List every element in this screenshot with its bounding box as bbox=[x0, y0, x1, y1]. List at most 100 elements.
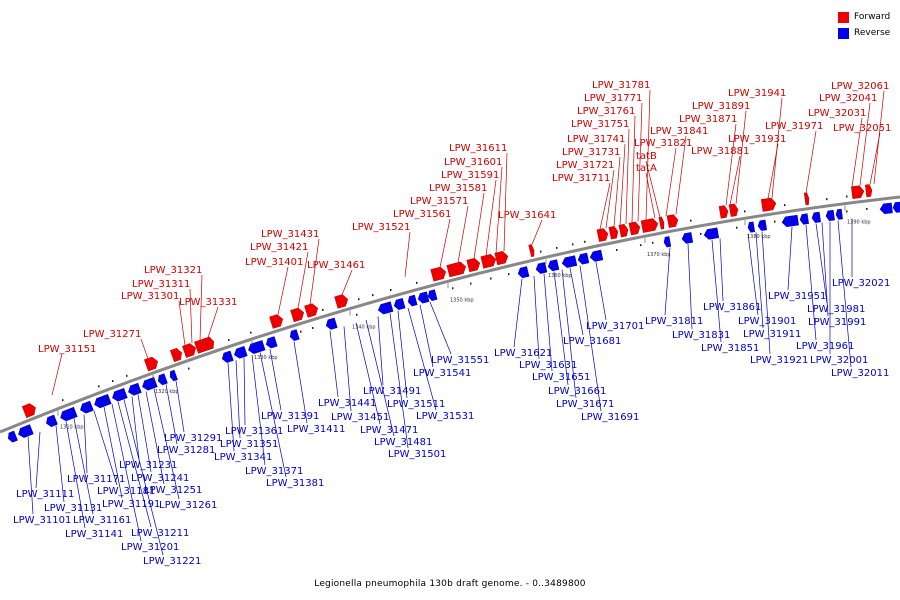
reverse-gene-label[interactable]: LPW_31901 bbox=[738, 316, 796, 327]
reverse-gene-label[interactable]: LPW_31371 bbox=[245, 466, 303, 477]
forward-gene-label[interactable]: LPW_31941 bbox=[728, 88, 786, 99]
forward-gene-label[interactable]: LPW_31581 bbox=[429, 183, 487, 194]
reverse-gene-label[interactable]: LPW_31701 bbox=[586, 321, 644, 332]
reverse-gene-label[interactable]: LPW_31671 bbox=[556, 399, 614, 410]
reverse-gene-label[interactable]: LPW_31471 bbox=[360, 425, 418, 436]
forward-gene-label[interactable]: LPW_31271 bbox=[83, 329, 141, 340]
forward-gene-label[interactable]: LPW_31401 bbox=[245, 257, 303, 268]
reverse-gene-label[interactable]: LPW_31281 bbox=[157, 445, 215, 456]
reverse-gene-label[interactable]: LPW_31221 bbox=[143, 556, 201, 567]
reverse-gene-label[interactable]: LPW_32021 bbox=[832, 278, 890, 289]
forward-gene-label[interactable]: LPW_31771 bbox=[584, 93, 642, 104]
forward-gene-label[interactable]: LPW_31871 bbox=[679, 114, 737, 125]
reverse-gene-label[interactable]: LPW_31361 bbox=[225, 426, 283, 437]
reverse-gene-label[interactable]: LPW_31491 bbox=[363, 386, 421, 397]
reverse-gene-label[interactable]: LPW_31101 bbox=[13, 515, 71, 526]
forward-gene-label[interactable]: LPW_31461 bbox=[307, 260, 365, 271]
reverse-gene-label[interactable]: LPW_31631 bbox=[519, 360, 577, 371]
reverse-gene-label[interactable]: LPW_31441 bbox=[318, 398, 376, 409]
reverse-gene-label[interactable]: LPW_31681 bbox=[563, 336, 621, 347]
reverse-gene-label[interactable]: LPW_31381 bbox=[266, 478, 324, 489]
reverse-gene-label[interactable]: LPW_31961 bbox=[796, 341, 854, 352]
reverse-gene-label[interactable]: LPW_31991 bbox=[808, 317, 866, 328]
reverse-gene-label[interactable]: LPW_31921 bbox=[750, 355, 808, 366]
reverse-gene-label[interactable]: LPW_31181 bbox=[97, 486, 155, 497]
forward-gene-label[interactable]: LPW_31421 bbox=[250, 242, 308, 253]
forward-gene-label[interactable]: LPW_31601 bbox=[444, 157, 502, 168]
forward-gene-label[interactable]: LPW_31331 bbox=[179, 297, 237, 308]
forward-gene-label[interactable]: LPW_31431 bbox=[261, 229, 319, 240]
forward-gene-label[interactable]: LPW_31971 bbox=[765, 121, 823, 132]
reverse-gene-label[interactable]: LPW_32011 bbox=[831, 368, 889, 379]
forward-gene-label[interactable]: LPW_31761 bbox=[577, 106, 635, 117]
reverse-gene-block bbox=[825, 209, 835, 221]
reverse-gene-label[interactable]: LPW_31241 bbox=[131, 473, 189, 484]
reverse-gene-label[interactable]: LPW_31621 bbox=[494, 348, 552, 359]
reverse-gene-label[interactable]: LPW_31551 bbox=[431, 355, 489, 366]
reverse-gene-label[interactable]: LPW_31341 bbox=[214, 452, 272, 463]
forward-gene-label[interactable]: LPW_31151 bbox=[38, 344, 96, 355]
reverse-gene-label[interactable]: LPW_31231 bbox=[119, 460, 177, 471]
reverse-gene-label[interactable]: LPW_31691 bbox=[581, 412, 639, 423]
reverse-gene-label[interactable]: LPW_31191 bbox=[102, 499, 160, 510]
reverse-gene-label[interactable]: LPW_31501 bbox=[388, 449, 446, 460]
forward-gene-label[interactable]: LPW_31711 bbox=[552, 173, 610, 184]
forward-gene-label[interactable]: tatA bbox=[636, 163, 657, 174]
reverse-gene-label[interactable]: LPW_31831 bbox=[672, 330, 730, 341]
reverse-gene-label[interactable]: LPW_31531 bbox=[416, 411, 474, 422]
reverse-gene-label[interactable]: LPW_31541 bbox=[413, 368, 471, 379]
forward-gene-label[interactable]: LPW_32031 bbox=[808, 108, 866, 119]
forward-gene-label[interactable]: LPW_31321 bbox=[144, 265, 202, 276]
reverse-gene-label[interactable]: LPW_31161 bbox=[73, 515, 131, 526]
reverse-gene-label[interactable]: LPW_31981 bbox=[807, 304, 865, 315]
reverse-gene-label[interactable]: LPW_31661 bbox=[548, 386, 606, 397]
reverse-gene-label[interactable]: LPW_31131 bbox=[44, 503, 102, 514]
reverse-gene-label[interactable]: LPW_31511 bbox=[387, 399, 445, 410]
reverse-gene-label[interactable]: LPW_31451 bbox=[331, 412, 389, 423]
forward-gene-label[interactable]: LPW_32061 bbox=[831, 81, 889, 92]
reverse-gene-label[interactable]: LPW_31951 bbox=[768, 291, 826, 302]
reverse-gene-label[interactable]: LPW_31291 bbox=[164, 433, 222, 444]
forward-leader-line bbox=[675, 135, 687, 215]
forward-gene-label[interactable]: LPW_31881 bbox=[691, 146, 749, 157]
forward-gene-label[interactable]: LPW_31891 bbox=[692, 101, 750, 112]
forward-minor-feature bbox=[228, 338, 230, 341]
forward-gene-label[interactable]: LPW_31561 bbox=[393, 209, 451, 220]
forward-gene-label[interactable]: LPW_31521 bbox=[352, 222, 410, 233]
reverse-gene-label[interactable]: LPW_31171 bbox=[67, 474, 125, 485]
reverse-gene-label[interactable]: LPW_31261 bbox=[159, 500, 217, 511]
reverse-gene-label[interactable]: LPW_31481 bbox=[374, 437, 432, 448]
reverse-gene-label[interactable]: LPW_31651 bbox=[532, 372, 590, 383]
forward-gene-label[interactable]: LPW_31751 bbox=[571, 119, 629, 130]
forward-gene-label[interactable]: LPW_31591 bbox=[441, 170, 499, 181]
forward-gene-label[interactable]: LPW_31571 bbox=[410, 196, 468, 207]
forward-gene-label[interactable]: LPW_31841 bbox=[650, 126, 708, 137]
forward-gene-label[interactable]: LPW_31821 bbox=[634, 138, 692, 149]
forward-gene-label[interactable]: LPW_31781 bbox=[592, 80, 650, 91]
reverse-gene-label[interactable]: LPW_31391 bbox=[261, 411, 319, 422]
forward-gene-label[interactable]: LPW_31311 bbox=[132, 279, 190, 290]
reverse-gene-label[interactable]: LPW_31141 bbox=[65, 529, 123, 540]
forward-gene-label[interactable]: LPW_31741 bbox=[567, 134, 625, 145]
forward-gene-label[interactable]: tatB bbox=[636, 151, 657, 162]
forward-gene-label[interactable]: LPW_31731 bbox=[562, 147, 620, 158]
reverse-gene-label[interactable]: LPW_31111 bbox=[16, 489, 74, 500]
reverse-gene-label[interactable]: LPW_31911 bbox=[743, 329, 801, 340]
reverse-gene-label[interactable]: LPW_31851 bbox=[701, 343, 759, 354]
forward-gene-label[interactable]: LPW_32041 bbox=[819, 93, 877, 104]
forward-gene-label[interactable]: LPW_31721 bbox=[556, 160, 614, 171]
reverse-gene-label[interactable]: LPW_31351 bbox=[220, 439, 278, 450]
forward-gene-label[interactable]: LPW_31931 bbox=[728, 134, 786, 145]
reverse-gene-label[interactable]: LPW_31211 bbox=[131, 528, 189, 539]
forward-gene-label[interactable]: LPW_31641 bbox=[498, 210, 556, 221]
reverse-gene-label[interactable]: LPW_31411 bbox=[287, 424, 345, 435]
forward-gene-label[interactable]: LPW_31301 bbox=[121, 291, 179, 302]
reverse-gene-label[interactable]: LPW_32001 bbox=[810, 355, 868, 366]
reverse-gene-label[interactable]: LPW_31861 bbox=[703, 302, 761, 313]
forward-gene-label[interactable]: LPW_32051 bbox=[833, 123, 891, 134]
reverse-gene-label[interactable]: LPW_31811 bbox=[645, 316, 703, 327]
reverse-gene-label[interactable]: LPW_31201 bbox=[121, 542, 179, 553]
reverse-leader-line bbox=[355, 322, 381, 425]
forward-gene-label[interactable]: LPW_31611 bbox=[449, 143, 507, 154]
reverse-gene-label[interactable]: LPW_31251 bbox=[144, 485, 202, 496]
